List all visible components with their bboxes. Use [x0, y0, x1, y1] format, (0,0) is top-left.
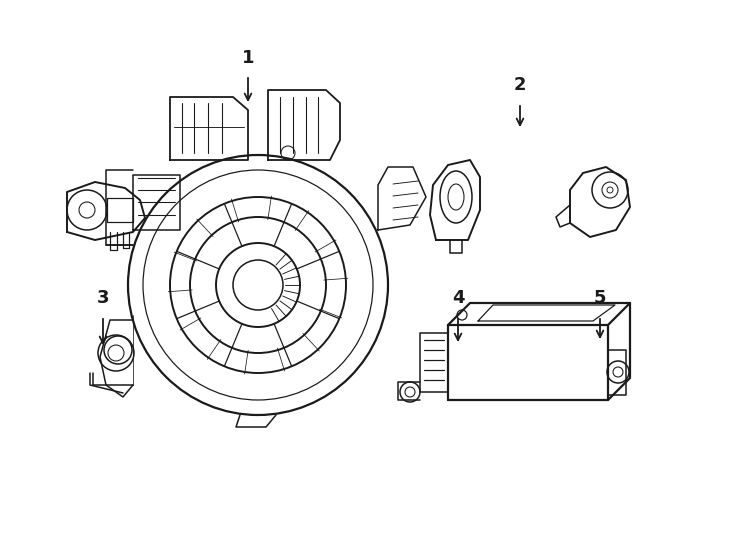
- Text: 2: 2: [514, 76, 526, 94]
- Text: 1: 1: [241, 49, 254, 67]
- Text: 4: 4: [451, 289, 464, 307]
- Text: 5: 5: [594, 289, 606, 307]
- Text: 3: 3: [97, 289, 109, 307]
